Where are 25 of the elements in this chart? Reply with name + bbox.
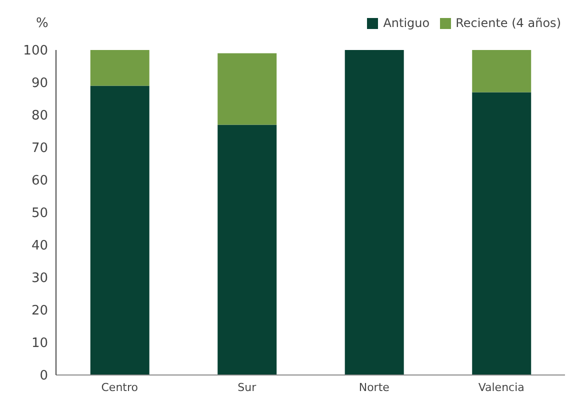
x-tick-label: Valencia [478,380,524,394]
legend-label: Reciente (4 años) [454,16,561,30]
y-tick-label: 40 [31,238,48,254]
y-tick-label: 0 [40,368,48,384]
y-axis-title: % [36,16,48,31]
bar [90,86,150,375]
bar [218,124,277,375]
bar [218,53,277,125]
y-tick-label: 20 [31,304,48,319]
y-tick-label: 60 [31,174,48,189]
x-tick-label: Centro [101,380,138,394]
bar [472,92,532,375]
y-tick-label: 50 [31,206,48,222]
y-tick-label: 70 [31,141,48,156]
y-tick-label: 80 [31,108,48,124]
y-tick-label: 100 [23,44,48,59]
y-tick-label: 10 [31,336,48,352]
legend-label: Antiguo [382,16,430,30]
y-tick-label: 90 [31,76,48,92]
x-tick-label: Sur [238,380,257,394]
y-tick-label: 30 [31,271,48,286]
bar [90,50,150,86]
x-tick-label: Norte [358,380,390,394]
bar [472,50,532,92]
bar [344,50,404,375]
